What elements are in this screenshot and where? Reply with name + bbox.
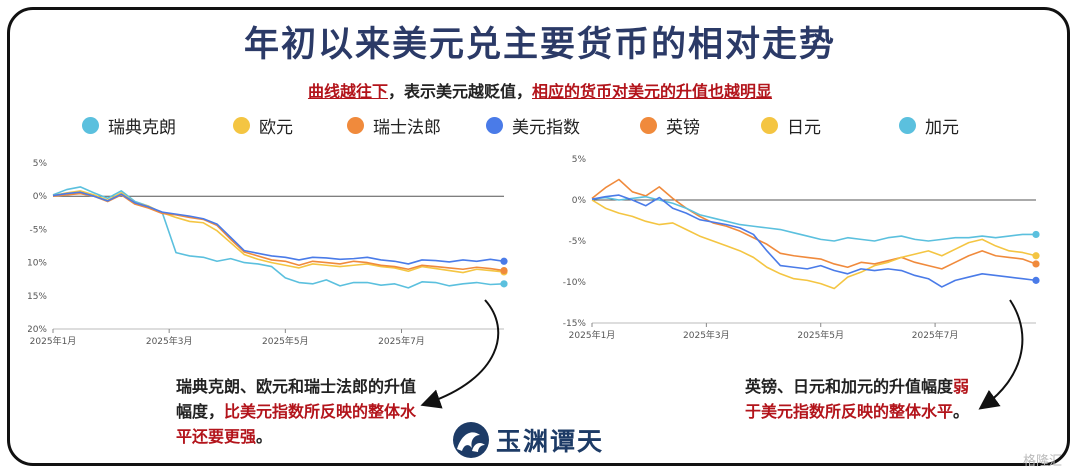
watermark: 格隆汇 — [1022, 454, 1062, 469]
legend: 瑞典克朗 欧元 瑞士法郎 美元指数 英镑 日元 加元 — [0, 112, 1080, 138]
right-chart-series-end-point-1 — [1032, 252, 1040, 260]
left-chart-x-tick-label: 2025年7月 — [378, 335, 425, 347]
legend-label: 日元 — [787, 117, 821, 138]
right-chart-series-line-1 — [591, 199, 1037, 290]
right-note: 英镑、日元和加元的升值幅度弱于美元指数所反映的整体水平。 — [745, 374, 975, 424]
brand-logo: 玉渊谭天 — [452, 420, 604, 460]
legend-label: 瑞士法郎 — [373, 117, 441, 138]
page-title: 年初以来美元兑主要货币的相对走势 — [243, 25, 836, 65]
left-note-highlight: 比美元指数所反映的整体水平还要更强 — [176, 402, 417, 446]
left-chart-y-tick-label: -5% — [29, 225, 47, 235]
legend-item-sek: 瑞典克朗 — [82, 112, 176, 138]
right-arrow-icon — [978, 299, 1024, 410]
legend-dot-icon — [233, 116, 250, 134]
right-chart-y-tick-label: -15% — [563, 319, 587, 329]
legend-label: 瑞典克朗 — [108, 117, 176, 138]
right-chart-series-end-point-2 — [1032, 230, 1040, 239]
right-chart-x-tick-label: 2025年5月 — [797, 329, 844, 341]
legend-item-gbp: 英镑 — [640, 112, 700, 138]
legend-item-dxy: 美元指数 — [486, 112, 580, 138]
left-chart-y-tick-label: -15% — [28, 292, 47, 302]
legend-label: 英镑 — [666, 117, 700, 138]
left-chart-series-line-2 — [52, 192, 505, 272]
left-chart-svg: 5% 0% -5% -10% -15% -20%2025年1月 2025年3月 2025年5月… — [28, 159, 508, 347]
right-note-highlight: 弱于美元指数所反映的整体水平 — [745, 377, 970, 421]
legend-dot-icon — [640, 116, 657, 134]
left-chart-y-tick-label: 5% — [33, 159, 48, 169]
left-chart-y-tick-label: -10% — [28, 259, 47, 269]
left-chart-series-line-0 — [52, 186, 505, 289]
legend-dot-icon — [486, 116, 503, 134]
right-chart-y-tick-label: -10% — [563, 278, 587, 288]
legend-item-eur: 欧元 — [233, 112, 293, 138]
right-chart-series-end-point-0 — [1032, 260, 1040, 268]
right-chart-x-tick-label: 2025年3月 — [683, 329, 730, 341]
right-chart-series-end-point-3 — [1032, 276, 1040, 284]
legend-item-cad: 加元 — [899, 112, 959, 138]
right-chart-y-tick-label: -5% — [568, 237, 586, 247]
legend-item-jpy: 日元 — [761, 112, 821, 138]
right-chart-x-tick-label: 2025年7月 — [912, 329, 959, 341]
left-chart-y-tick-label: -20% — [28, 325, 47, 335]
left-chart-series-end-point-0 — [500, 280, 508, 288]
right-chart-series-line-2 — [591, 195, 1036, 242]
subtitle-highlight-2: 相应的货币对美元的升值也越明显 — [532, 82, 773, 101]
right-note-end: 。 — [953, 402, 970, 421]
subtitle-highlight-1: 曲线越往下 — [307, 82, 388, 101]
left-chart-series-line-3 — [52, 191, 505, 265]
left-chart: 5% 0% -5% -10% -15% -20%2025年1月 2025年3月 2025年5月… — [28, 152, 518, 357]
legend-label: 美元指数 — [512, 117, 580, 138]
logo-text: 玉渊谭天 — [496, 427, 605, 456]
subtitle: 曲线越往下，表示美元越贬值，相应的货币对美元的升值也越明显 — [0, 78, 1080, 102]
legend-dot-icon — [899, 116, 916, 134]
legend-dot-icon — [82, 116, 99, 134]
right-chart-x-tick-label: 2025年1月 — [569, 329, 616, 341]
left-arrow-icon — [420, 299, 500, 409]
left-chart-series-end-point-3 — [500, 257, 508, 265]
right-chart-y-tick-label: 0% — [572, 196, 587, 206]
right-chart-svg: 5% 0% -5% -10% -15%2025年1月 2025年3月 2025年5月 2025… — [563, 155, 1040, 341]
right-chart-series-line-0 — [591, 178, 1037, 270]
left-chart-y-tick-label: 0% — [33, 192, 48, 202]
left-chart-x-tick-label: 2025年5月 — [262, 335, 309, 347]
right-note-text: 英镑、日元和加元的升值幅度 — [745, 377, 954, 396]
right-chart-series-line-3 — [591, 194, 1037, 288]
subtitle-plain: ，表示美元越贬值， — [387, 82, 532, 101]
left-note-end: 。 — [256, 427, 273, 446]
left-chart-x-tick-label: 2025年3月 — [146, 335, 193, 347]
left-chart-x-tick-label: 2025年1月 — [30, 335, 77, 347]
legend-dot-icon — [347, 116, 364, 134]
legend-dot-icon — [761, 116, 778, 134]
left-note: 瑞典克朗、欧元和瑞士法郎的升值幅度，比美元指数所反映的整体水平还要更强。 — [176, 374, 426, 449]
legend-label: 欧元 — [259, 117, 293, 138]
right-chart-y-tick-label: 5% — [572, 155, 587, 165]
legend-item-chf: 瑞士法郎 — [347, 112, 441, 138]
left-note-text: 瑞典克朗、欧元和瑞士法郎的升值幅度， — [176, 377, 417, 421]
right-chart: 5% 0% -5% -10% -15% 2025年1月 2025年3月 2025年5月 2025… — [560, 150, 1050, 350]
legend-label: 加元 — [925, 117, 959, 138]
wave-logo-icon — [453, 422, 489, 458]
left-chart-series-end-point-2 — [500, 266, 508, 275]
